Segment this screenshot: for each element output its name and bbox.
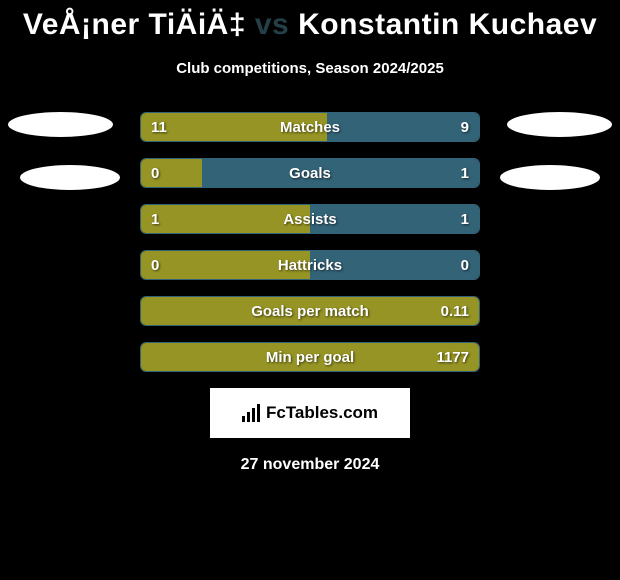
stat-label: Min per goal xyxy=(141,343,479,371)
stat-left-value: 1 xyxy=(151,205,159,233)
stat-label: Matches xyxy=(141,113,479,141)
stat-row: Goals0 1 xyxy=(140,158,480,188)
stat-right-value: 1177 xyxy=(436,343,469,371)
stat-label: Hattricks xyxy=(141,251,479,279)
player1-name: VeÅ¡ner TiÄiÄ‡ xyxy=(23,8,246,41)
stat-right-value: 9 xyxy=(461,113,469,141)
stats-area: Matches119Goals01Assists11Hattricks00Goa… xyxy=(0,112,620,372)
stat-left-value: 0 xyxy=(151,251,159,279)
stat-label: Assists xyxy=(141,205,479,233)
decor-ellipse-right-bottom xyxy=(500,165,600,190)
subtitle: Club competitions, Season 2024/2025 xyxy=(0,60,620,77)
stat-right-value: 0 xyxy=(461,251,469,279)
decor-ellipse-right-top xyxy=(507,112,612,137)
vs-separator: vs xyxy=(255,8,289,41)
stat-row: Min per goal1177 xyxy=(140,342,480,372)
stat-left-value: 11 xyxy=(151,113,167,141)
barchart-icon xyxy=(242,404,260,422)
footer-brand-box: FcTables.com xyxy=(210,388,410,438)
decor-ellipse-left-top xyxy=(8,112,113,137)
stat-left-value: 0 xyxy=(151,159,159,187)
stat-row: Assists1 1 xyxy=(140,204,480,234)
stat-right-value: 0.11 xyxy=(441,297,469,325)
stat-bars: Matches119Goals01Assists11Hattricks00Goa… xyxy=(140,112,480,372)
date-text: 27 november 2024 xyxy=(0,456,620,474)
stat-right-value: 1 xyxy=(461,205,469,233)
page-title: VeÅ¡ner TiÄiÄ‡ vs Konstantin Kuchaev xyxy=(0,0,620,42)
footer-logo: FcTables.com xyxy=(242,403,378,423)
comparison-widget: VeÅ¡ner TiÄiÄ‡ vs Konstantin Kuchaev Clu… xyxy=(0,0,620,580)
stat-right-value: 1 xyxy=(461,159,469,187)
stat-label: Goals xyxy=(141,159,479,187)
decor-ellipse-left-bottom xyxy=(20,165,120,190)
stat-row: Matches11 9 xyxy=(140,112,480,142)
stat-label: Goals per match xyxy=(141,297,479,325)
stat-row: Goals per match0.11 xyxy=(140,296,480,326)
footer-brand-text: FcTables.com xyxy=(266,403,378,423)
stat-row: Hattricks0 0 xyxy=(140,250,480,280)
player2-name: Konstantin Kuchaev xyxy=(298,8,597,41)
